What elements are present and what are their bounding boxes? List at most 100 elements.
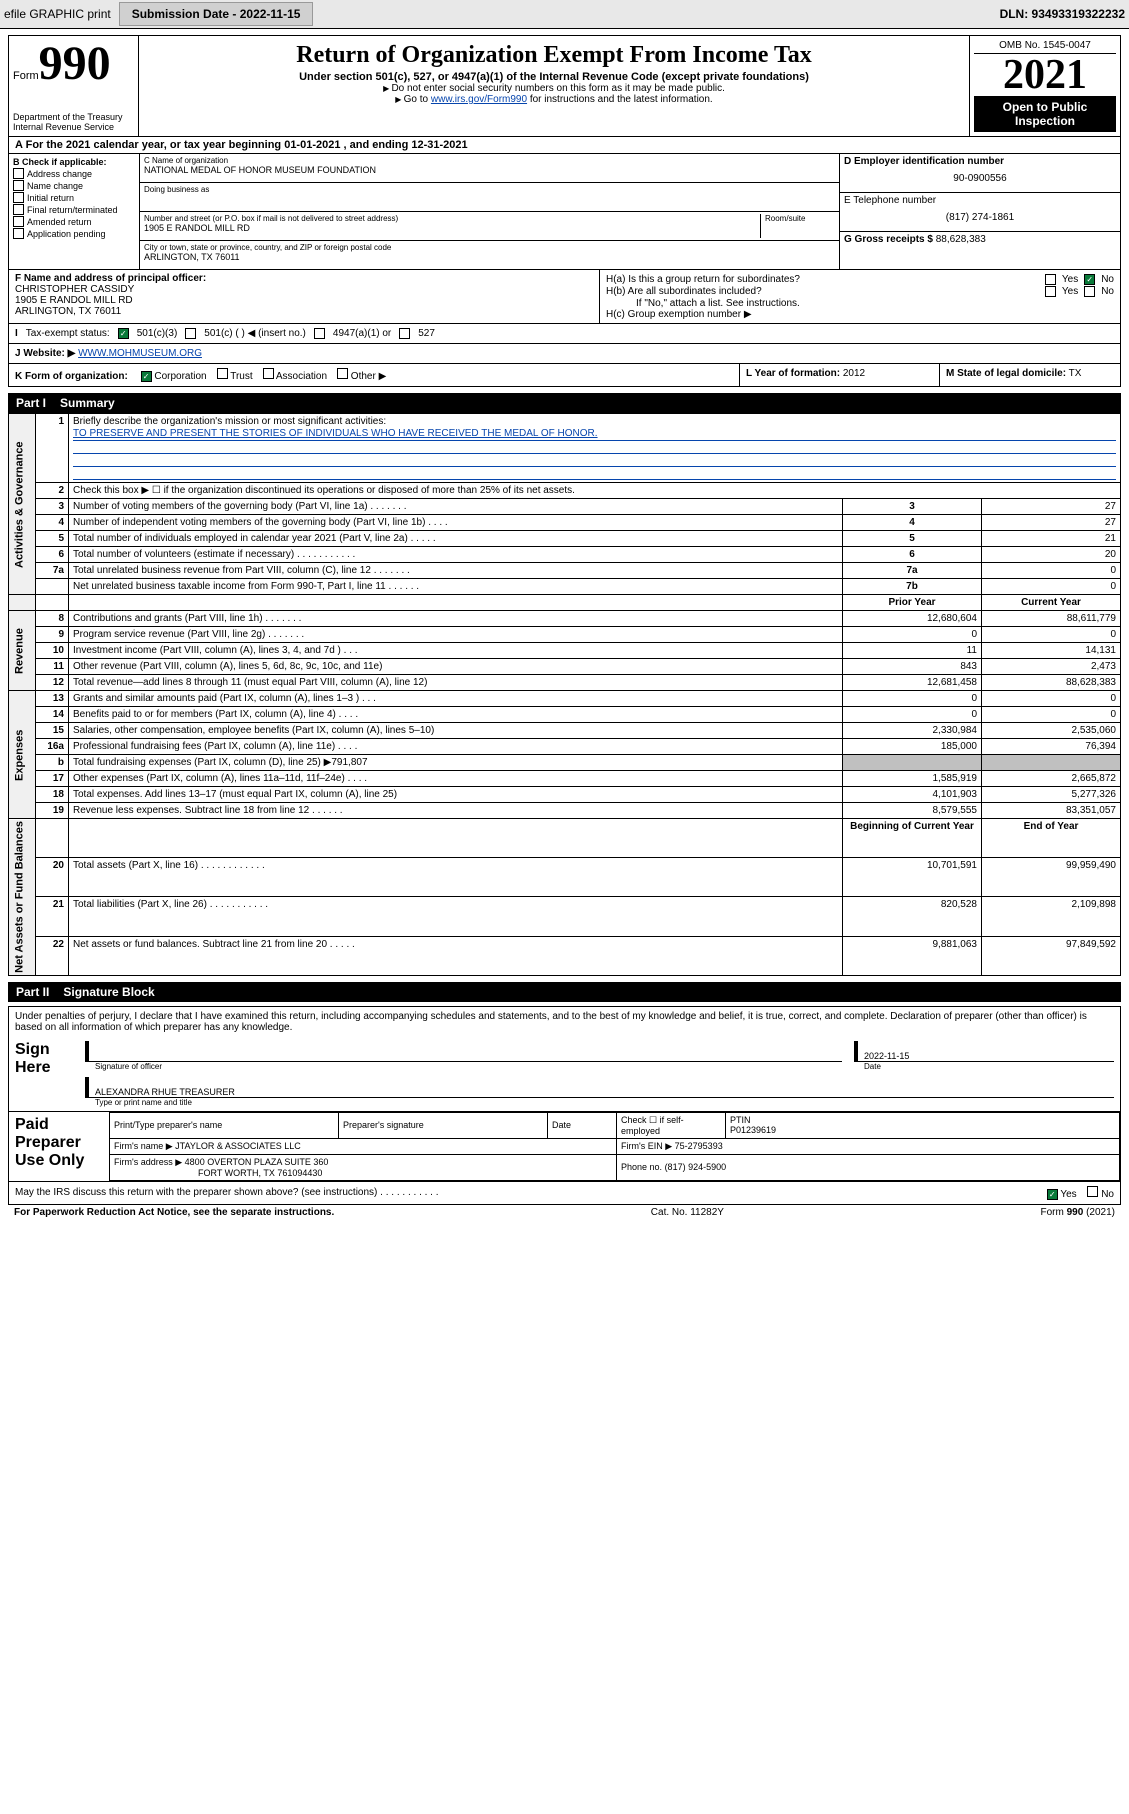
ha-yes-checkbox[interactable] bbox=[1045, 274, 1056, 285]
527-checkbox[interactable] bbox=[399, 328, 410, 339]
firm-addr2: FORT WORTH, TX 761094430 bbox=[114, 1168, 322, 1178]
colb-checkbox[interactable] bbox=[13, 216, 24, 227]
website-label: Website: ▶ bbox=[23, 348, 75, 359]
k-checkbox[interactable] bbox=[141, 371, 152, 382]
m-value: TX bbox=[1069, 368, 1082, 379]
colb-checkbox[interactable] bbox=[13, 180, 24, 191]
prep-date-label: Date bbox=[548, 1112, 617, 1138]
discuss-no-checkbox[interactable] bbox=[1087, 1186, 1098, 1197]
row-m: M State of legal domicile: TX bbox=[940, 364, 1120, 386]
discuss-yes-checkbox[interactable] bbox=[1047, 1189, 1058, 1200]
opt-527: 527 bbox=[418, 328, 435, 339]
officer-addr1: 1905 E RANDOL MILL RD bbox=[15, 295, 593, 306]
form-id-box: Form990 Department of the Treasury Inter… bbox=[9, 36, 139, 136]
form-label: Form bbox=[13, 70, 39, 82]
org-name-row: C Name of organization NATIONAL MEDAL OF… bbox=[140, 154, 839, 183]
street: 1905 E RANDOL MILL RD bbox=[144, 223, 756, 233]
form-header-grid: Form990 Department of the Treasury Inter… bbox=[8, 35, 1121, 137]
form-title: Return of Organization Exempt From Incom… bbox=[143, 42, 965, 69]
opt-501c3: 501(c)(3) bbox=[137, 328, 178, 339]
4947-checkbox[interactable] bbox=[314, 328, 325, 339]
line-a-text: For the 2021 calendar year, or tax year … bbox=[26, 139, 468, 151]
footer-year: 2021 bbox=[1089, 1207, 1111, 1218]
efile-label: efile GRAPHIC print bbox=[4, 7, 111, 21]
ptin-label: PTIN bbox=[730, 1115, 751, 1125]
ha-label: H(a) Is this a group return for subordin… bbox=[606, 274, 1039, 285]
colb-checkbox[interactable] bbox=[13, 168, 24, 179]
efile-header: efile GRAPHIC print Submission Date - 20… bbox=[0, 0, 1129, 29]
preparer-label: Paid Preparer Use Only bbox=[9, 1112, 109, 1181]
website-link[interactable]: WWW.MOHMUSEUM.ORG bbox=[78, 348, 202, 359]
officer-signature-line[interactable] bbox=[85, 1041, 842, 1062]
section-h: H(a) Is this a group return for subordin… bbox=[600, 270, 1120, 323]
dln-label: DLN: 93493319322232 bbox=[1000, 7, 1125, 21]
colb-item: Application pending bbox=[27, 229, 106, 239]
firm-name-row: Firm's name ▶ JTAYLOR & ASSOCIATES LLC bbox=[110, 1138, 617, 1154]
k-checkbox[interactable] bbox=[337, 368, 348, 379]
irs-label: Internal Revenue Service bbox=[13, 122, 134, 132]
colb-checkbox[interactable] bbox=[13, 228, 24, 239]
paperwork-notice: For Paperwork Reduction Act Notice, see … bbox=[14, 1207, 334, 1218]
sign-date-label: Date bbox=[854, 1062, 1114, 1071]
k-opt: Corporation bbox=[154, 371, 206, 382]
dept-label: Department of the Treasury bbox=[13, 112, 134, 122]
ein-item: D Employer identification number 90-0900… bbox=[840, 154, 1120, 193]
tax-status-label: Tax-exempt status: bbox=[26, 328, 110, 339]
note2-post: for instructions and the latest informat… bbox=[527, 94, 713, 105]
hb-yes-checkbox[interactable] bbox=[1045, 286, 1056, 297]
signature-fields: Signature of officer 2022-11-15 Date ALE… bbox=[79, 1037, 1120, 1111]
officer-addr2: ARLINGTON, TX 76011 bbox=[15, 306, 593, 317]
org-name: NATIONAL MEDAL OF HONOR MUSEUM FOUNDATIO… bbox=[144, 165, 835, 175]
phone-label: E Telephone number bbox=[844, 195, 1116, 206]
sign-here-label: Sign Here bbox=[9, 1037, 79, 1111]
gross-label: G Gross receipts $ bbox=[844, 234, 933, 245]
mission-label: Briefly describe the organization's miss… bbox=[73, 416, 1116, 427]
form-note1: Do not enter social security numbers on … bbox=[143, 83, 965, 94]
501c-checkbox[interactable] bbox=[185, 328, 196, 339]
part1-title: Summary bbox=[60, 396, 115, 410]
colb-checkbox[interactable] bbox=[13, 192, 24, 203]
self-emp-check: Check ☐ if self-employed bbox=[617, 1112, 726, 1138]
row-k: K Form of organization: Corporation Trus… bbox=[9, 364, 740, 386]
ha-no-checkbox[interactable] bbox=[1084, 274, 1095, 285]
city-label: City or town, state or province, country… bbox=[144, 243, 835, 252]
hb-label: H(b) Are all subordinates included? bbox=[606, 286, 1039, 297]
l-value: 2012 bbox=[843, 368, 865, 379]
hc-label: H(c) Group exemption number ▶ bbox=[606, 309, 1114, 320]
row-i-tax-status: I Tax-exempt status: 501(c)(3) 501(c) ( … bbox=[8, 324, 1121, 344]
row-l: L Year of formation: 2012 bbox=[740, 364, 940, 386]
preparer-fields: Print/Type preparer's name Preparer's si… bbox=[109, 1112, 1120, 1181]
submission-date-button[interactable]: Submission Date - 2022-11-15 bbox=[119, 2, 314, 26]
part2-label: Part II bbox=[16, 985, 49, 999]
gross-item: G Gross receipts $ 88,628,383 bbox=[840, 232, 1120, 247]
k-opt: Other ▶ bbox=[351, 371, 386, 382]
hb-row: H(b) Are all subordinates included? Yes … bbox=[606, 286, 1114, 297]
dba-row: Doing business as bbox=[140, 183, 839, 212]
irs-link[interactable]: www.irs.gov/Form990 bbox=[431, 94, 527, 105]
yes-label: Yes bbox=[1062, 274, 1078, 285]
hb-no-checkbox[interactable] bbox=[1084, 286, 1095, 297]
firm-ein-row: Firm's EIN ▶ 75-2795393 bbox=[617, 1138, 1120, 1154]
gross-value: 88,628,383 bbox=[936, 234, 986, 245]
sign-here-grid: Sign Here Signature of officer 2022-11-1… bbox=[9, 1037, 1120, 1111]
org-name-label: C Name of organization bbox=[144, 156, 835, 165]
form-subtitle: Under section 501(c), 527, or 4947(a)(1)… bbox=[143, 71, 965, 83]
year-box: OMB No. 1545-0047 2021 Open to Public In… bbox=[970, 36, 1120, 136]
colb-checkbox[interactable] bbox=[13, 204, 24, 215]
footer-990: 990 bbox=[1067, 1207, 1084, 1218]
k-checkbox[interactable] bbox=[263, 368, 274, 379]
colb-item: Address change bbox=[27, 169, 92, 179]
street-label: Number and street (or P.O. box if mail i… bbox=[144, 214, 756, 223]
firm-name-label: Firm's name ▶ bbox=[114, 1141, 173, 1151]
discuss-row: May the IRS discuss this return with the… bbox=[8, 1182, 1121, 1205]
501c3-checkbox[interactable] bbox=[118, 328, 129, 339]
city: ARLINGTON, TX 76011 bbox=[144, 252, 835, 262]
ha-row: H(a) Is this a group return for subordin… bbox=[606, 274, 1114, 285]
firm-ein-label: Firm's EIN ▶ bbox=[621, 1141, 672, 1151]
part2-header: Part II Signature Block bbox=[8, 982, 1121, 1002]
firm-ein: 75-2795393 bbox=[675, 1141, 723, 1151]
cat-no: Cat. No. 11282Y bbox=[651, 1207, 724, 1218]
line-a: A For the 2021 calendar year, or tax yea… bbox=[8, 137, 1121, 154]
k-checkbox[interactable] bbox=[217, 368, 228, 379]
no-label: No bbox=[1101, 274, 1114, 285]
